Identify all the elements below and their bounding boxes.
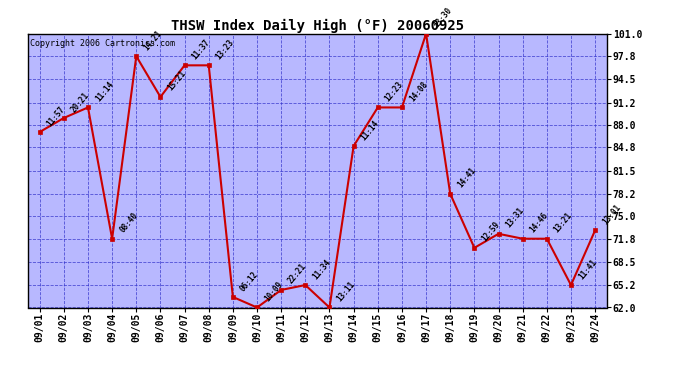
Text: 06:12: 06:12 <box>239 269 260 293</box>
Text: 22:21: 22:21 <box>287 262 308 286</box>
Text: 12:23: 12:23 <box>384 80 405 103</box>
Text: 11:14: 11:14 <box>94 80 115 103</box>
Text: 14:21: 14:21 <box>142 28 164 52</box>
Text: 11:57: 11:57 <box>46 104 67 128</box>
Text: 14:08: 14:08 <box>408 80 429 103</box>
Title: THSW Index Daily High (°F) 20060925: THSW Index Daily High (°F) 20060925 <box>171 18 464 33</box>
Text: 11:37: 11:37 <box>190 38 212 61</box>
Text: 13:21: 13:21 <box>553 211 574 234</box>
Text: 11:41: 11:41 <box>577 257 598 281</box>
Text: 08:40: 08:40 <box>118 211 139 234</box>
Text: 13:30: 13:30 <box>432 6 453 30</box>
Text: 15:21: 15:21 <box>166 69 188 93</box>
Text: 13:01: 13:01 <box>601 202 622 226</box>
Text: 20:21: 20:21 <box>70 90 91 114</box>
Text: 11:14: 11:14 <box>359 118 381 142</box>
Text: 13:23: 13:23 <box>215 38 236 61</box>
Text: 11:34: 11:34 <box>311 257 333 281</box>
Text: Copyright 2006 Cartronics.com: Copyright 2006 Cartronics.com <box>30 39 175 48</box>
Text: 10:09: 10:09 <box>263 280 284 303</box>
Text: 14:46: 14:46 <box>529 211 550 234</box>
Text: 13:31: 13:31 <box>504 206 526 230</box>
Text: 13:11: 13:11 <box>335 280 357 303</box>
Text: 14:41: 14:41 <box>456 166 477 190</box>
Text: 12:59: 12:59 <box>480 220 502 244</box>
